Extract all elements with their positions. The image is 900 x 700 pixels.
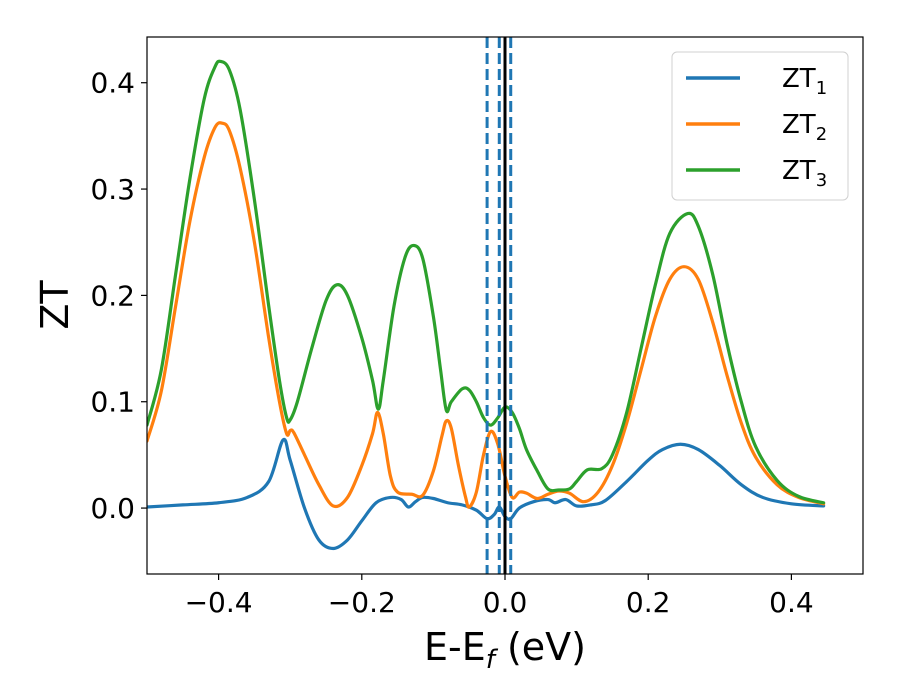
x-axis-ticks: −0.4 −0.2 0.0 0.2 0.4: [185, 574, 814, 619]
legend-label-zt2: ZT2: [782, 110, 827, 145]
y-axis-ticks: 0.0 0.1 0.2 0.3 0.4: [90, 67, 147, 525]
x-tick-label: 0.4: [769, 586, 814, 619]
y-axis-title: ZT: [33, 280, 77, 330]
legend-label-zt3: ZT3: [782, 156, 827, 191]
legend-box: [671, 51, 849, 201]
legend-label-zt1: ZT1: [782, 64, 827, 99]
series-line-zt2: [147, 121, 826, 509]
x-tick-label: 0.2: [626, 586, 671, 619]
x-tick-label: −0.2: [328, 586, 396, 619]
fermi-level-markers: [485, 37, 513, 574]
y-tick-label: 0.1: [90, 386, 135, 419]
x-tick-label: 0.0: [483, 586, 528, 619]
y-tick-label: 0.4: [90, 67, 135, 100]
series-line-zt1: [147, 437, 826, 551]
y-tick-label: 0.3: [90, 173, 135, 206]
series-line-zt3: [147, 59, 826, 505]
x-tick-label: −0.4: [185, 586, 253, 619]
x-axis-title: E-Ef (eV): [424, 625, 586, 675]
y-tick-label: 0.2: [90, 279, 135, 312]
y-tick-label: 0.0: [90, 492, 135, 525]
legend: ZT1 ZT2 ZT3: [671, 51, 849, 201]
